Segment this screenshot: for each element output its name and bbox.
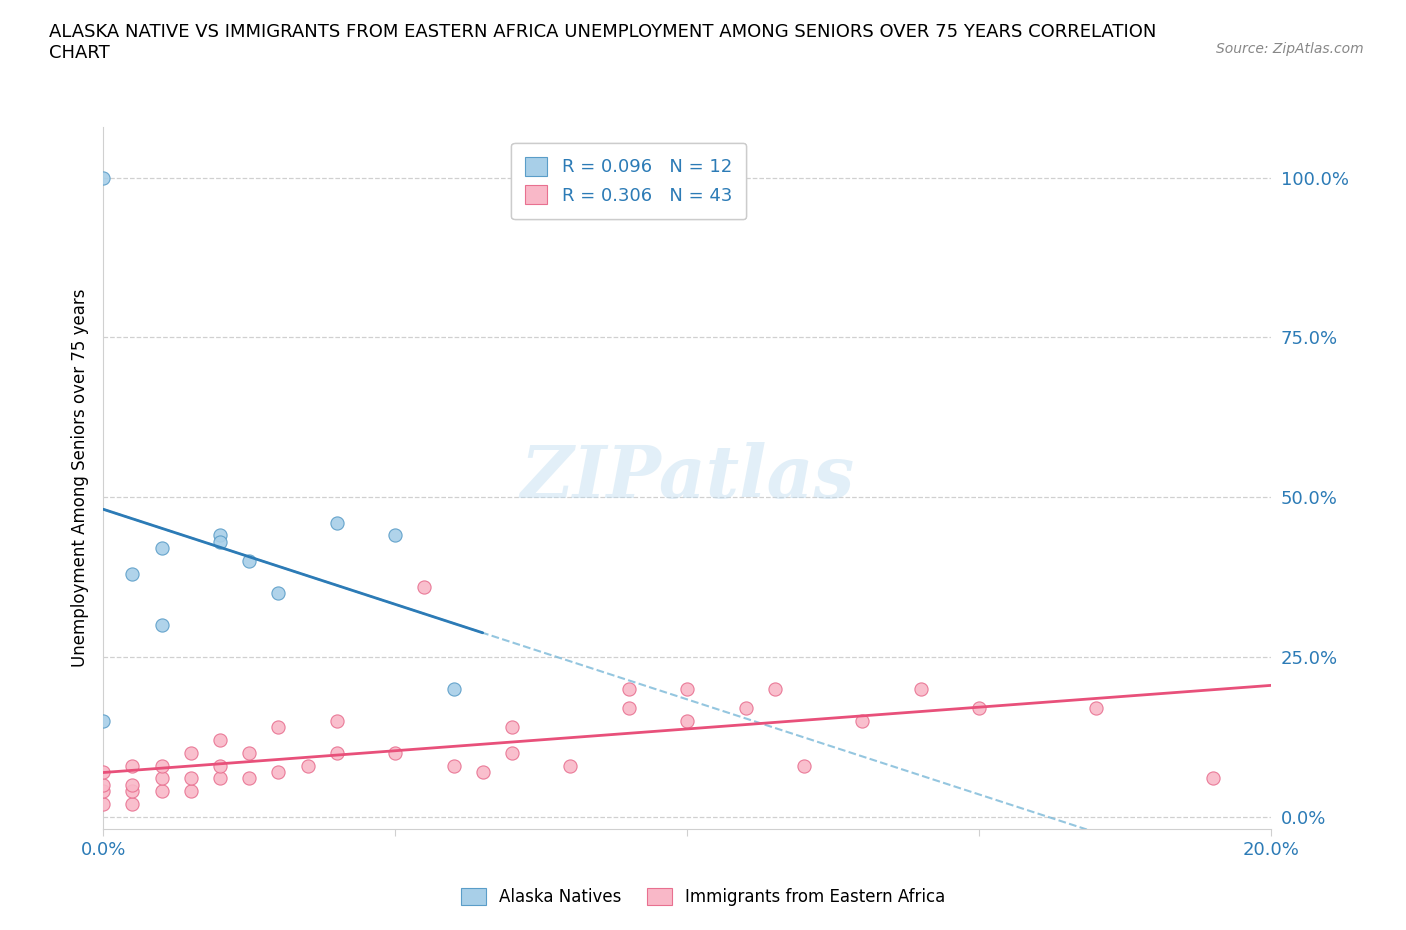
Point bbox=[793, 758, 815, 773]
Legend: Alaska Natives, Immigrants from Eastern Africa: Alaska Natives, Immigrants from Eastern … bbox=[454, 881, 952, 912]
Point bbox=[208, 771, 231, 786]
Point bbox=[734, 700, 756, 715]
Point bbox=[560, 758, 582, 773]
Point bbox=[180, 745, 202, 760]
Point bbox=[91, 764, 114, 779]
Point bbox=[967, 700, 990, 715]
Point bbox=[676, 682, 699, 697]
Point bbox=[150, 771, 173, 786]
Point bbox=[121, 758, 143, 773]
Point bbox=[208, 758, 231, 773]
Point bbox=[150, 541, 173, 556]
Point bbox=[1084, 700, 1107, 715]
Point bbox=[180, 771, 202, 786]
Point bbox=[121, 784, 143, 799]
Point bbox=[501, 720, 523, 735]
Point bbox=[91, 784, 114, 799]
Point bbox=[121, 796, 143, 811]
Point bbox=[238, 771, 260, 786]
Point bbox=[443, 758, 465, 773]
Legend: R = 0.096   N = 12, R = 0.306   N = 43: R = 0.096 N = 12, R = 0.306 N = 43 bbox=[510, 142, 747, 219]
Point bbox=[150, 784, 173, 799]
Point bbox=[91, 713, 114, 728]
Point bbox=[617, 700, 640, 715]
Point bbox=[325, 745, 347, 760]
Point bbox=[617, 682, 640, 697]
Point bbox=[471, 764, 494, 779]
Point bbox=[121, 566, 143, 581]
Point bbox=[413, 579, 436, 594]
Point bbox=[763, 682, 786, 697]
Point bbox=[676, 713, 699, 728]
Point bbox=[91, 796, 114, 811]
Point bbox=[267, 720, 290, 735]
Point bbox=[501, 745, 523, 760]
Point bbox=[150, 758, 173, 773]
Point bbox=[910, 682, 932, 697]
Point bbox=[325, 713, 347, 728]
Point bbox=[180, 784, 202, 799]
Text: ZIPatlas: ZIPatlas bbox=[520, 443, 855, 513]
Point bbox=[121, 777, 143, 792]
Point bbox=[443, 682, 465, 697]
Point bbox=[267, 586, 290, 601]
Text: Source: ZipAtlas.com: Source: ZipAtlas.com bbox=[1216, 42, 1364, 56]
Point bbox=[238, 553, 260, 568]
Point bbox=[208, 733, 231, 748]
Point bbox=[208, 528, 231, 543]
Point bbox=[384, 745, 406, 760]
Point bbox=[91, 170, 114, 185]
Point bbox=[384, 528, 406, 543]
Point bbox=[297, 758, 319, 773]
Point bbox=[325, 515, 347, 530]
Point bbox=[208, 535, 231, 550]
Point bbox=[267, 764, 290, 779]
Point bbox=[150, 618, 173, 632]
Y-axis label: Unemployment Among Seniors over 75 years: Unemployment Among Seniors over 75 years bbox=[72, 288, 89, 667]
Point bbox=[238, 745, 260, 760]
Point bbox=[1202, 771, 1225, 786]
Point bbox=[851, 713, 873, 728]
Point bbox=[91, 777, 114, 792]
Text: ALASKA NATIVE VS IMMIGRANTS FROM EASTERN AFRICA UNEMPLOYMENT AMONG SENIORS OVER : ALASKA NATIVE VS IMMIGRANTS FROM EASTERN… bbox=[49, 23, 1157, 62]
